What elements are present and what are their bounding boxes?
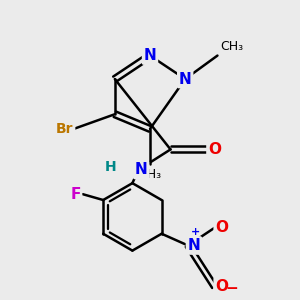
Text: F: F bbox=[70, 187, 80, 202]
Text: N: N bbox=[179, 71, 192, 86]
Text: O: O bbox=[215, 279, 228, 294]
Text: +: + bbox=[191, 227, 200, 237]
Text: −: − bbox=[226, 280, 238, 296]
Text: N: N bbox=[144, 48, 156, 63]
Text: O: O bbox=[208, 142, 221, 157]
Text: CH₃: CH₃ bbox=[220, 40, 244, 52]
Text: Br: Br bbox=[56, 122, 74, 136]
Text: N: N bbox=[188, 238, 200, 253]
Text: H: H bbox=[105, 160, 116, 174]
Text: O: O bbox=[215, 220, 228, 236]
Text: N: N bbox=[135, 163, 148, 178]
Text: CH₃: CH₃ bbox=[138, 169, 162, 182]
